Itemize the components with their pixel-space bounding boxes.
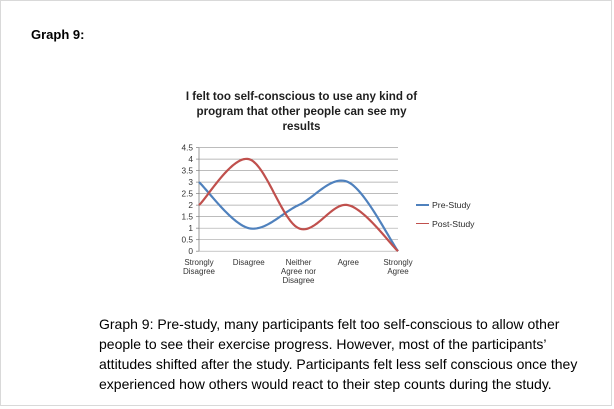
svg-text:Disagree: Disagree [282,276,315,285]
svg-text:3: 3 [188,177,193,187]
svg-text:Disagree: Disagree [183,267,216,276]
svg-text:1: 1 [188,223,193,233]
svg-text:4.5: 4.5 [181,143,193,153]
svg-text:1.5: 1.5 [181,212,193,222]
svg-text:Neither: Neither [286,258,312,267]
svg-text:Agree nor: Agree nor [281,267,316,276]
svg-text:2: 2 [188,200,193,210]
svg-text:Strongly: Strongly [184,258,213,267]
svg-text:0: 0 [188,246,193,256]
svg-text:3.5: 3.5 [181,166,193,176]
svg-text:Disagree: Disagree [233,258,266,267]
svg-text:0.5: 0.5 [181,235,193,245]
svg-text:Strongly: Strongly [383,258,412,267]
svg-text:Agree: Agree [338,258,360,267]
svg-text:2.5: 2.5 [181,189,193,199]
svg-text:Agree: Agree [387,267,409,276]
svg-text:4: 4 [188,154,193,164]
